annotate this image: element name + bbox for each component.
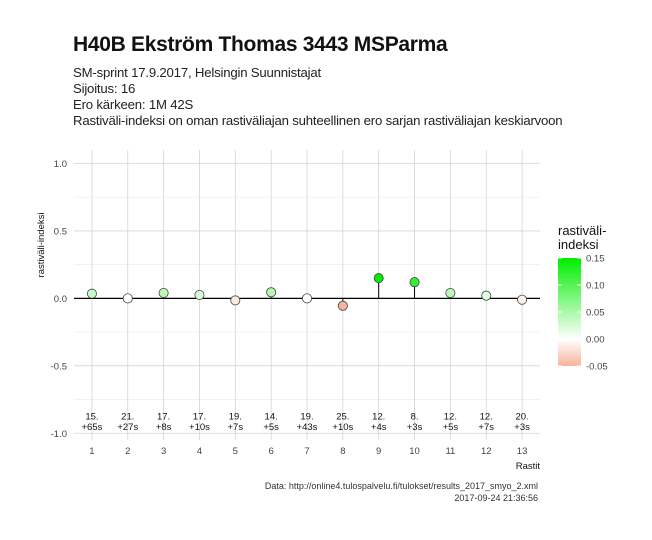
x-tick-label: 6 [269, 446, 274, 457]
x-tick-label: 8 [340, 446, 345, 457]
point-annotation: +8s [156, 422, 172, 433]
point-annotation: +7s [228, 422, 244, 433]
y-tick-label: -0.5 [51, 361, 67, 372]
point-annotation: 20. [515, 411, 528, 422]
point-annotation: 17. [193, 411, 206, 422]
legend-title: rastiväli- indeksi [558, 223, 607, 252]
x-tick-label: 13 [517, 446, 528, 457]
point-annotation: 12. [372, 411, 385, 422]
subtitle-event: SM-sprint 17.9.2017, Helsingin Suunnista… [73, 65, 321, 80]
x-tick-label: 10 [409, 446, 420, 457]
point-annotation: 19. [229, 411, 242, 422]
point-annotation: 12. [444, 411, 457, 422]
x-tick-label: 2 [125, 446, 130, 457]
legend-tick-label: 0.00 [586, 335, 605, 346]
point-annotation: 12. [480, 411, 493, 422]
point-annotation: +3s [407, 422, 423, 433]
x-tick-label: 9 [376, 446, 381, 457]
point-annotation: +43s [297, 422, 318, 433]
point-annotation: +5s [443, 422, 459, 433]
data-point [301, 293, 312, 304]
point-annotation: +27s [117, 422, 138, 433]
legend-tick-label: -0.05 [586, 362, 608, 373]
data-point [122, 293, 133, 304]
point-annotation: +3s [514, 422, 530, 433]
data-marks [86, 273, 528, 311]
point-annotation: +10s [189, 422, 210, 433]
data-point [194, 289, 205, 300]
x-tick-label: 5 [233, 446, 238, 457]
subtitle-description: Rastiväli-indeksi on oman rastiväliajan … [73, 113, 563, 128]
y-tick-label: 1.0 [54, 159, 67, 170]
x-tick-label: 3 [161, 446, 166, 457]
data-point [266, 287, 277, 298]
point-annotation: 14. [265, 411, 278, 422]
point-annotation: +65s [81, 422, 102, 433]
caption-timestamp: 2017-09-24 21:36:56 [454, 493, 538, 503]
y-tick-label: -1.0 [51, 429, 67, 440]
y-axis-title: rastiväli-indeksi [36, 213, 47, 278]
data-point [373, 273, 384, 284]
subtitle-gap: Ero kärkeen: 1M 42S [73, 97, 194, 112]
data-point [337, 300, 348, 311]
axes: 1.00.50.0-0.5-1.01 2 3 4 5 6 7 8 9 10 11 12 13Rastit… [36, 159, 540, 472]
point-annotation: 25. [336, 411, 349, 422]
x-tick-label: 1 [89, 446, 94, 457]
chart-title: H40B Ekström Thomas 3443 MSParma [73, 33, 448, 56]
annotations: 15.+65s21.+27s17.+8s17.+10s19.+7s14.+5s1… [81, 411, 530, 433]
x-tick-label: 7 [304, 446, 309, 457]
legend-tick-label: 0.15 [586, 254, 605, 265]
data-point [158, 287, 169, 298]
legend-colorbar [558, 258, 581, 366]
point-annotation: +5s [263, 422, 279, 433]
data-point [481, 290, 492, 301]
x-tick-label: 4 [197, 446, 202, 457]
data-point [517, 294, 528, 305]
point-annotation: 19. [300, 411, 313, 422]
point-annotation: 15. [85, 411, 98, 422]
data-point [86, 288, 97, 299]
data-point [409, 277, 420, 288]
y-tick-label: 0.5 [54, 226, 67, 237]
data-point [230, 295, 241, 306]
legend-tick-label: 0.10 [586, 281, 605, 292]
y-tick-label: 0.0 [54, 294, 67, 305]
legend-tick-label: 0.05 [586, 308, 605, 319]
point-annotation: 8. [411, 411, 419, 422]
x-tick-label: 11 [445, 446, 455, 457]
caption-source: Data: http://online4.tulospalvelu.fi/tul… [264, 481, 538, 491]
x-tick-label: 12 [481, 446, 492, 457]
color-legend: 0.15 0.10 0.05 0.00 -0.05 [558, 254, 608, 373]
x-axis-title: Rastit [516, 461, 541, 472]
subtitle-placement: Sijoitus: 16 [73, 81, 136, 96]
point-annotation: +4s [371, 422, 387, 433]
point-annotation: 21. [121, 411, 134, 422]
point-annotation: 17. [157, 411, 170, 422]
point-annotation: +10s [332, 422, 353, 433]
data-point [445, 287, 456, 298]
point-annotation: +7s [478, 422, 494, 433]
